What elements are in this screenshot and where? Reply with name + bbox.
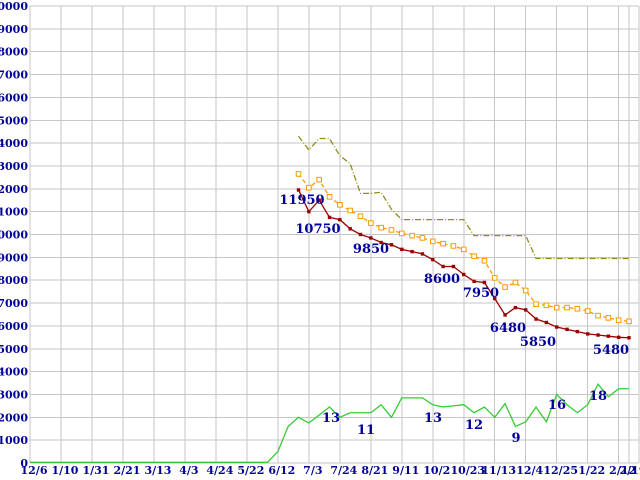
series-count-green: [30, 382, 629, 463]
svg-text:2/12: 2/12: [609, 464, 636, 477]
svg-text:10/23: 10/23: [450, 464, 485, 477]
point-label-11: 11: [357, 423, 375, 438]
point-label-9850: 9850: [353, 242, 389, 257]
svg-text:14000: 14000: [0, 137, 28, 150]
svg-text:12000: 12000: [0, 183, 28, 196]
series-price-red: [296, 188, 631, 340]
svg-text:18000: 18000: [0, 46, 28, 59]
grid-lines: [29, 5, 640, 464]
point-label-5480: 5480: [593, 343, 629, 358]
point-label-6480: 6480: [490, 321, 526, 336]
svg-text:4/3: 4/3: [179, 464, 198, 477]
svg-text:11/13: 11/13: [481, 464, 516, 477]
point-label-16: 16: [548, 398, 566, 413]
point-label-7950: 7950: [463, 286, 499, 301]
svg-text:4000: 4000: [0, 366, 28, 379]
y-axis-tick-labels: 0 1000 2000 3000 4000 5000 6000 7000 8000 9000 100…: [0, 0, 28, 470]
svg-text:8/21: 8/21: [361, 464, 388, 477]
svg-text:7000: 7000: [0, 297, 28, 310]
point-label-10750: 10750: [295, 222, 340, 237]
svg-text:15000: 15000: [0, 114, 28, 127]
svg-text:9/11: 9/11: [392, 464, 419, 477]
svg-text:10000: 10000: [0, 229, 28, 242]
svg-text:3/13: 3/13: [144, 464, 171, 477]
point-label-13: 13: [424, 411, 442, 426]
svg-text:12/4: 12/4: [516, 464, 543, 477]
svg-text:4/24: 4/24: [206, 464, 233, 477]
series-upper-band-olive-line: [297, 135, 629, 260]
svg-text:5000: 5000: [0, 343, 28, 356]
svg-text:17000: 17000: [0, 69, 28, 82]
svg-text:7/24: 7/24: [330, 464, 357, 477]
svg-text:19000: 19000: [0, 23, 28, 36]
series-count-green-line: [30, 382, 629, 463]
svg-text:2/19: 2/19: [620, 464, 640, 477]
point-label-13: 13: [322, 411, 340, 426]
svg-text:11000: 11000: [0, 206, 28, 219]
svg-text:1/31: 1/31: [82, 464, 109, 477]
point-label-8600: 8600: [424, 272, 460, 287]
svg-text:9000: 9000: [0, 251, 28, 264]
point-label-9: 9: [511, 431, 520, 446]
series-middle-band-orange: [295, 171, 632, 325]
svg-text:6000: 6000: [0, 320, 28, 333]
svg-text:1/10: 1/10: [51, 464, 78, 477]
point-label-18: 18: [589, 389, 607, 404]
svg-text:2000: 2000: [0, 411, 28, 424]
svg-text:7/3: 7/3: [303, 464, 322, 477]
svg-text:12/25: 12/25: [543, 464, 578, 477]
svg-text:3000: 3000: [0, 388, 28, 401]
svg-text:0: 0: [20, 457, 28, 470]
svg-text:2/21: 2/21: [113, 464, 140, 477]
x-axis-tick-labels: 12/6 1/10 1/31 2/21 3/13 4/3 4/24 5/22 6/12 7/3 7/…: [21, 464, 640, 477]
point-label-11950: 11950: [279, 193, 324, 208]
svg-text:5/22: 5/22: [237, 464, 264, 477]
svg-text:16000: 16000: [0, 91, 28, 104]
svg-text:10/2: 10/2: [423, 464, 450, 477]
svg-text:20000: 20000: [0, 0, 28, 13]
svg-text:13000: 13000: [0, 160, 28, 173]
svg-text:8000: 8000: [0, 274, 28, 287]
point-label-5850: 5850: [520, 335, 556, 350]
series-upper-band-olive: [297, 135, 629, 260]
svg-text:6/12: 6/12: [268, 464, 295, 477]
svg-text:1/22: 1/22: [578, 464, 605, 477]
point-label-12: 12: [465, 418, 483, 433]
svg-text:1000: 1000: [0, 434, 28, 447]
svg-text:12/6: 12/6: [21, 464, 48, 477]
